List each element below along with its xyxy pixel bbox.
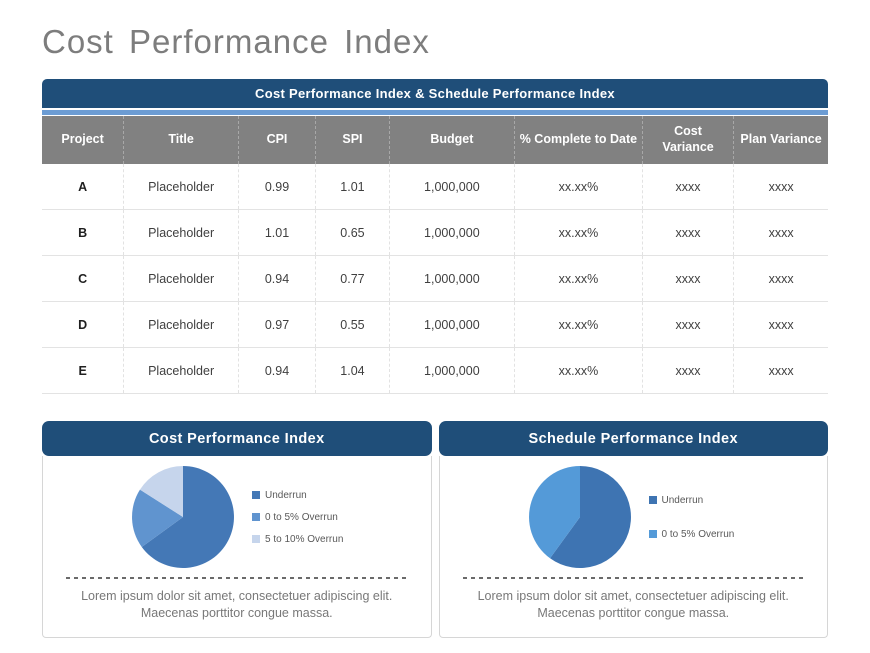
table-cell: 1,000,000 — [389, 347, 515, 394]
legend-label: Underrun — [661, 494, 704, 506]
table-row: A Placeholder 0.99 1.01 1,000,000 xx.xx% xxxx x… — [42, 164, 828, 210]
legend-item: Underrun — [252, 490, 343, 501]
table-cell: 0.77 — [315, 255, 390, 302]
table-cell: xxxx — [642, 209, 735, 256]
table-cell: xxxx — [642, 164, 735, 210]
legend-swatch — [252, 535, 260, 543]
table-cell: xxxx — [642, 347, 735, 394]
table-row: C Placeholder 0.94 0.77 1,000,000 xx.xx% xxxx x… — [42, 255, 828, 302]
table-cell: xxxx — [733, 347, 828, 394]
column-header: % Complete to Date — [514, 116, 643, 164]
table-cell: 1,000,000 — [389, 164, 515, 210]
cpi-spi-table-block: Cost Performance Index & Schedule Perfor… — [42, 79, 828, 394]
dashed-divider — [66, 577, 408, 579]
column-header: Cost Variance — [642, 116, 735, 164]
legend-item: 0 to 5% Overrun — [252, 512, 343, 523]
legend-swatch — [252, 491, 260, 499]
table-header-row: Project Title CPI SPI Budget% Complete to Da… — [42, 116, 828, 164]
schedule-performance-panel-body: Underrun 0 to 5% Overrun Lorem ipsum dolo… — [438, 456, 828, 638]
schedule-performance-chart-row: Underrun 0 to 5% Overrun — [440, 456, 828, 569]
cpi-spi-table: Project Title CPI SPI Budget% Complete to Da… — [42, 116, 828, 394]
table-cell: Placeholder — [123, 164, 239, 210]
table-cell: xxxx — [733, 209, 828, 256]
table-cell: Placeholder — [123, 347, 239, 394]
page-title: Cost Performance Index — [42, 23, 430, 60]
table-cell: 0.55 — [315, 301, 390, 348]
table-cell: xxxx — [768, 179, 794, 194]
column-header: Plan Variance — [733, 116, 828, 164]
table-cell: 1,000,000 — [389, 209, 515, 256]
pie-slice — [528, 466, 580, 559]
table-cell: E — [42, 347, 125, 394]
column-header: SPI — [315, 116, 390, 164]
table-cell: A — [42, 164, 125, 210]
table-cell: B — [42, 209, 125, 256]
table-row: B Placeholder 1.01 0.65 1,000,000 xx.xx% xxxx x… — [42, 209, 828, 256]
table-cell: 0.94 — [238, 255, 317, 302]
pie-slice — [139, 466, 183, 517]
slide: Cost Performance Index Cost Performance … — [42, 23, 828, 638]
column-header: Title — [123, 116, 239, 164]
cost-performance-panel: Cost Performance Index Underrun 0 to 5% O… — [42, 421, 432, 638]
table-cell: xxxx — [642, 255, 735, 302]
cost-performance-pie-chart — [132, 466, 234, 568]
table-cell: D — [42, 301, 125, 348]
legend-swatch — [252, 513, 260, 521]
table-cell: xxxx — [733, 301, 828, 348]
legend-label: Underrun — [265, 489, 307, 501]
legend-label: 0 to 5% Overrun — [661, 528, 735, 540]
schedule-performance-panel: Schedule Performance Index Underrun 0 to … — [438, 421, 828, 638]
table-cell: xxxx — [642, 301, 735, 348]
legend-swatch — [648, 496, 657, 504]
legend-item: Underrun — [648, 494, 735, 506]
table-cell: 0.99 — [238, 164, 317, 210]
table-cell: Placeholder — [123, 255, 239, 302]
legend-swatch — [648, 530, 657, 538]
table-cell: xx.xx% — [514, 255, 643, 302]
table-cell: xx.xx% — [514, 347, 643, 394]
pie-slice — [132, 489, 183, 547]
schedule-performance-pie-chart — [528, 466, 631, 568]
table-cell: Placeholder — [123, 209, 239, 256]
column-header: Budget — [389, 116, 515, 164]
table-cell: xx.xx% — [514, 301, 643, 348]
table-accent-strip — [42, 110, 828, 115]
legend-label: 0 to 5% Overrun — [265, 511, 338, 523]
chart-panels: Cost Performance Index Underrun 0 to 5% O… — [42, 421, 828, 638]
table-cell: 1,000,000 — [389, 255, 515, 302]
table-cell: 0.65 — [315, 209, 390, 256]
table-cell: C — [42, 255, 125, 302]
table-cell: xxxx — [733, 255, 828, 302]
column-header: CPI — [238, 116, 317, 164]
legend-label: 5 to 10% Overrun — [265, 533, 344, 545]
table-cell: xx.xx% — [514, 209, 643, 256]
table-row: D Placeholder 0.97 0.55 1,000,000 xx.xx% xxxx x… — [42, 301, 828, 348]
table-cell: 1.04 — [315, 347, 390, 394]
table-title: Cost Performance Index & Schedule Perfor… — [42, 79, 828, 108]
table-cell: 0.94 — [238, 347, 317, 394]
table-cell: 1.01 — [238, 209, 317, 256]
cost-performance-note: Lorem ipsum dolor sit amet, consectetuer… — [81, 589, 393, 620]
schedule-performance-note: Lorem ipsum dolor sit amet, consectetuer… — [477, 589, 789, 620]
cost-performance-panel-title: Cost Performance Index — [42, 421, 432, 456]
cost-performance-legend: Underrun 0 to 5% Overrun 5 to 10% Overrun — [252, 490, 343, 545]
pie-slice — [141, 466, 234, 568]
table-cell: 1,000,000 — [389, 301, 515, 348]
pie-slice — [549, 466, 631, 568]
schedule-performance-legend: Underrun 0 to 5% Overrun — [648, 494, 735, 540]
legend-item: 0 to 5% Overrun — [648, 528, 735, 540]
cost-performance-panel-body: Underrun 0 to 5% Overrun 5 to 10% Overrun … — [42, 456, 432, 638]
table-cell: xx.xx% — [514, 164, 643, 210]
cost-performance-chart-row: Underrun 0 to 5% Overrun 5 to 10% Overrun — [43, 456, 431, 569]
dashed-divider — [462, 577, 804, 579]
table-cell: Placeholder — [123, 301, 239, 348]
schedule-performance-panel-title: Schedule Performance Index — [438, 421, 828, 456]
column-header: Project — [42, 116, 125, 164]
table-cell: 0.97 — [238, 301, 317, 348]
legend-item: 5 to 10% Overrun — [252, 534, 343, 545]
table-row: E Placeholder 0.94 1.04 1,000,000 xx.xx% xxxx x… — [42, 347, 828, 394]
table-cell: 1.01 — [315, 164, 390, 210]
